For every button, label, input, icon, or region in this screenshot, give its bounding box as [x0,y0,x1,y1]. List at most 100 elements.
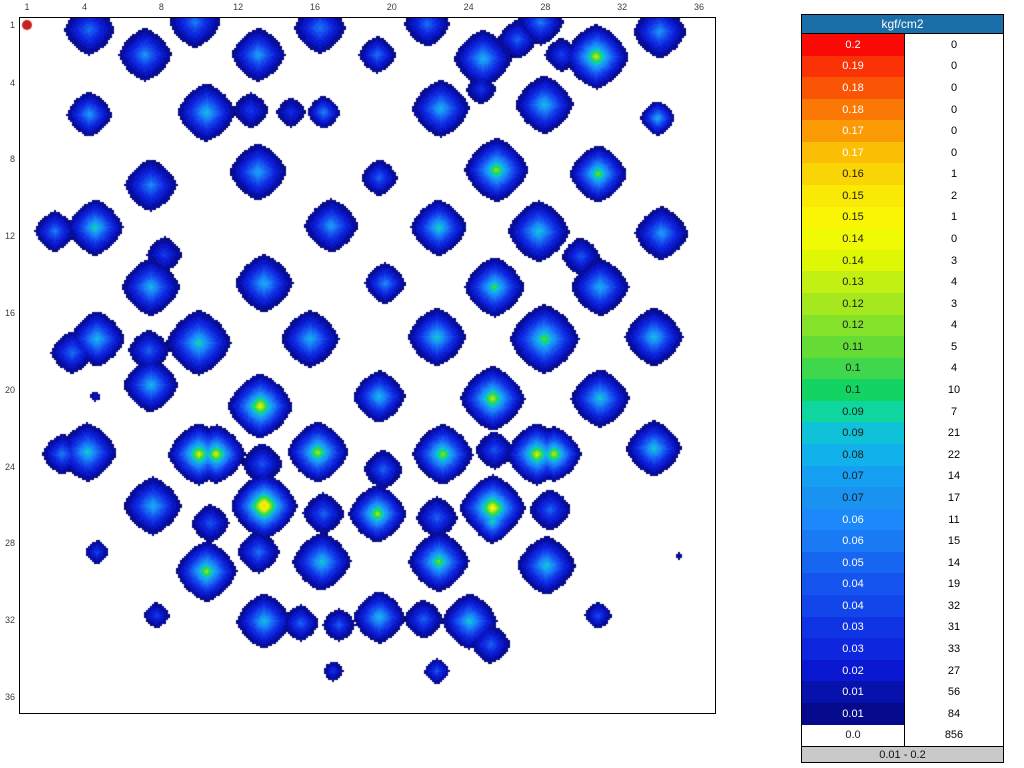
y-tick-label: 20 [4,384,15,395]
y-tick-label: 4 [9,77,15,88]
legend-row: 0.07 14 [802,465,1003,488]
legend-count: 0 [905,77,1003,99]
legend-color-swatch: 0.1 [802,379,905,401]
legend-count: 1 [905,206,1003,229]
legend-color-swatch: 0.18 [802,77,905,99]
legend-count: 3 [905,292,1003,315]
y-tick-label: 1 [9,20,15,30]
legend-color-swatch: 0.15 [802,185,905,207]
legend-count: 32 [905,595,1003,617]
legend-color-swatch: 0.07 [802,487,905,509]
legend-count: 84 [905,702,1003,725]
legend-count: 1 [905,163,1003,186]
x-tick-label: 36 [693,2,705,12]
legend-count: 4 [905,357,1003,380]
legend-count: 22 [905,443,1003,466]
legend-count: 15 [905,530,1003,552]
legend-range-footer: 0.01 - 0.2 [802,746,1003,762]
legend-color-swatch: 0.17 [802,120,905,142]
legend-count: 56 [905,681,1003,703]
legend-row: 0.18 0 [802,77,1003,99]
x-tick-label: 12 [233,2,244,12]
legend-row: 0.04 19 [802,573,1003,596]
legend-row: 0.0 856 [802,724,1003,747]
x-tick-label: 24 [463,2,474,12]
legend-row: 0.09 7 [802,400,1003,423]
legend-color-swatch: 0.04 [802,595,905,617]
x-tick-label: 1 [24,2,30,12]
legend-count: 4 [905,271,1003,293]
legend-color-swatch: 0.04 [802,573,905,596]
legend-count: 33 [905,638,1003,660]
y-tick-label: 36 [4,692,15,702]
legend-count: 19 [905,573,1003,596]
legend-row: 0.06 11 [802,508,1003,531]
legend-count: 3 [905,249,1003,272]
legend-count: 21 [905,422,1003,444]
legend-count: 5 [905,336,1003,358]
legend-row: 0.09 21 [802,422,1003,444]
legend-row: 0.03 31 [802,616,1003,639]
y-tick-label: 16 [4,308,15,318]
legend-count: 0 [905,141,1003,164]
legend-count: 0 [905,34,1003,56]
y-tick-label: 24 [4,461,15,472]
legend-row: 0.05 14 [802,551,1003,574]
legend-row: 0.01 56 [802,681,1003,703]
legend-row: 0.16 1 [802,163,1003,186]
legend-color-swatch: 0.14 [802,249,905,272]
x-tick-label: 16 [309,2,321,12]
legend-color-swatch: 0.15 [802,206,905,229]
legend-color-swatch: 0.05 [802,551,905,574]
legend-table: kgf/cm2 0.2 0 0.19 0 0.18 0 0.18 0 0.17 0 0.17 0 0.1… [801,14,1004,763]
legend-row: 0.04 32 [802,595,1003,617]
legend-color-swatch: 0.01 [802,702,905,725]
x-tick-label: 20 [386,2,397,12]
legend-color-swatch: 0.07 [802,465,905,488]
legend-color-swatch: 0.09 [802,400,905,423]
legend-color-swatch: 0.03 [802,638,905,660]
legend-row: 0.2 0 [802,34,1003,56]
legend-row: 0.08 22 [802,443,1003,466]
legend-color-swatch: 0.17 [802,141,905,164]
legend-count: 17 [905,487,1003,509]
legend-count: 31 [905,616,1003,639]
legend-count: 11 [905,508,1003,531]
legend-count: 7 [905,400,1003,423]
legend-row: 0.14 0 [802,228,1003,250]
legend-row: 0.15 2 [802,185,1003,207]
legend-row: 0.18 0 [802,98,1003,121]
legend-count: 2 [905,185,1003,207]
y-tick-label: 8 [9,154,15,165]
legend-color-swatch: 0.12 [802,314,905,337]
legend-color-swatch: 0.01 [802,681,905,703]
legend-count: 0 [905,228,1003,250]
legend-row: 0.17 0 [802,141,1003,164]
x-tick-label: 32 [617,2,628,12]
legend-count: 0 [905,120,1003,142]
legend-row: 0.19 0 [802,55,1003,78]
legend-color-swatch: 0.12 [802,292,905,315]
legend-color-swatch: 0.18 [802,98,905,121]
legend-row: 0.1 10 [802,379,1003,401]
y-tick-label: 32 [4,615,15,626]
legend-row: 0.06 15 [802,530,1003,552]
x-tick-label: 8 [158,2,164,12]
legend-count: 27 [905,659,1003,682]
legend-count: 856 [905,724,1003,747]
legend-row: 0.13 4 [802,271,1003,293]
legend-count: 0 [905,55,1003,78]
legend-row: 0.01 84 [802,702,1003,725]
legend-row: 0.11 5 [802,336,1003,358]
x-tick-label: 28 [540,2,551,12]
legend-rows: 0.2 0 0.19 0 0.18 0 0.18 0 0.17 0 0.17 0 0.16 1 0.15 2 0… [802,34,1003,747]
legend-row: 0.07 17 [802,487,1003,509]
legend-count: 0 [905,98,1003,121]
x-tick-label: 4 [82,2,88,12]
legend-color-swatch: 0.2 [802,34,905,56]
legend-row: 0.14 3 [802,249,1003,272]
y-tick-label: 12 [4,231,15,242]
legend-header: kgf/cm2 [802,15,1003,34]
legend-color-swatch: 0.1 [802,357,905,380]
